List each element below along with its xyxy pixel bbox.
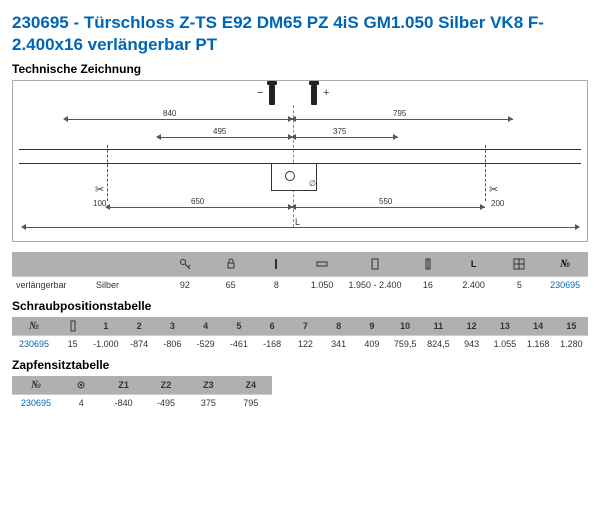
spec-name: verlängerbar	[12, 277, 92, 294]
L-header: L	[451, 252, 497, 277]
section-screws-title: Schraubpositionstabelle	[12, 299, 588, 313]
spec-header-row: L №	[12, 252, 588, 277]
screw-icon	[311, 85, 317, 105]
screw-table: № 1 2 3 4 5 6 7 8 9 10 11 12 13 14 15 23…	[12, 317, 588, 352]
grid-icon	[497, 252, 543, 277]
no-header: №	[12, 376, 60, 395]
screw-header-row: № 1 2 3 4 5 6 7 8 9 10 11 12 13 14 15	[12, 317, 588, 336]
section-pins-title: Zapfensitztabelle	[12, 358, 588, 372]
dim-840: 840	[163, 109, 176, 118]
pin-header-row: № Z1 Z2 Z3 Z4	[12, 376, 272, 395]
pin-row: 230695 4 -840 -495 375 795	[12, 395, 272, 412]
dim-650: 650	[191, 197, 204, 206]
screw-icon	[269, 85, 275, 105]
plus-sign: +	[323, 87, 329, 99]
scissor-icon: ✂	[95, 183, 104, 196]
lock-icon	[208, 252, 254, 277]
scissor-icon: ✂	[489, 183, 498, 196]
spec-finish: Silber	[92, 277, 162, 294]
key-icon	[162, 252, 208, 277]
page-title: 230695 - Türschloss Z-TS E92 DM65 PZ 4iS…	[12, 12, 588, 56]
dim-550: 550	[379, 197, 392, 206]
spec-table: L № verlängerbar Silber 92 65 8 1.050 1.…	[12, 252, 588, 293]
screw-count-icon	[56, 317, 89, 336]
dim-200: 200	[491, 199, 504, 208]
pin-link[interactable]: 230695	[12, 395, 60, 412]
pin-icon	[254, 252, 300, 277]
dim-L: L	[295, 217, 300, 227]
spec-row: verlängerbar Silber 92 65 8 1.050 1.950 …	[12, 277, 588, 294]
dim-795: 795	[393, 109, 406, 118]
no-header: №	[12, 317, 56, 336]
screw-row: 230695 15 -1.000 -874 -806 -529 -461 -16…	[12, 336, 588, 353]
slot-icon	[405, 252, 451, 277]
coil-icon	[60, 376, 102, 395]
dim-495: 495	[213, 127, 226, 136]
screw-link[interactable]: 230695	[12, 336, 56, 353]
minus-sign: −	[257, 87, 263, 99]
no-header: №	[542, 252, 588, 277]
phi-symbol: ∅	[309, 179, 316, 188]
technical-drawing: − + 840 795 495 375 ∅ ✂ 100 ✂ 200 650 55…	[12, 80, 588, 242]
bar-icon	[299, 252, 345, 277]
spec-link[interactable]: 230695	[542, 277, 588, 294]
section-drawing-title: Technische Zeichnung	[12, 62, 588, 76]
pin-table: № Z1 Z2 Z3 Z4 230695 4 -840 -495 375 795	[12, 376, 272, 411]
dim-375: 375	[333, 127, 346, 136]
rect-icon	[345, 252, 405, 277]
